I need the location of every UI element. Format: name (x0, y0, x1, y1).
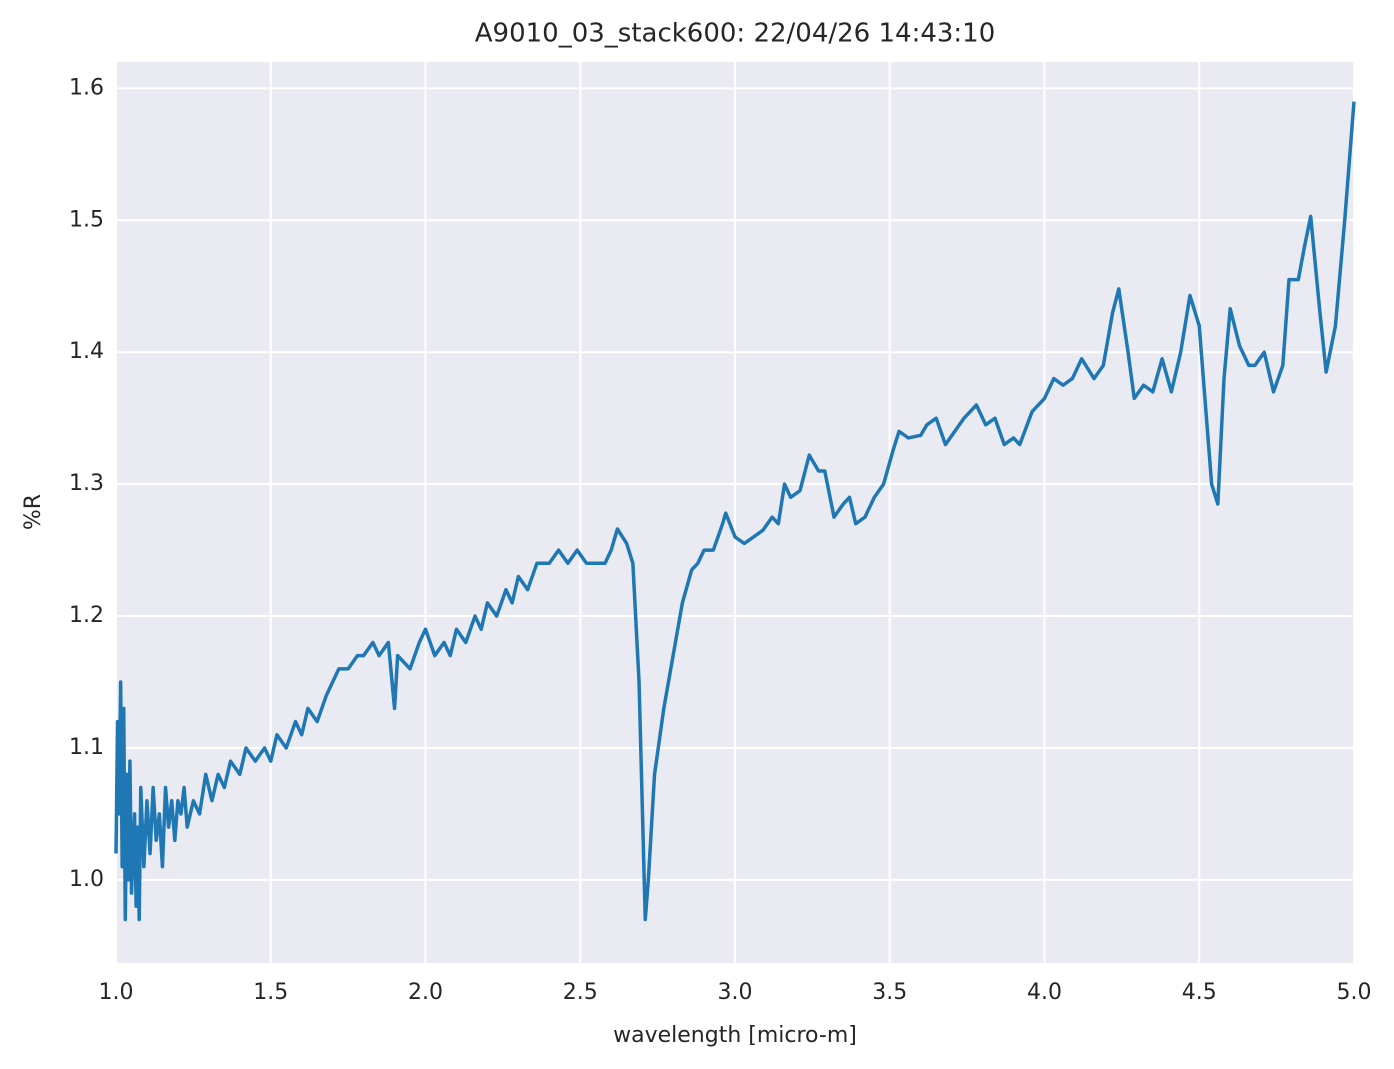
x-tick-label: 4.5 (1182, 980, 1217, 1005)
y-tick-label: 1.6 (69, 75, 104, 100)
y-tick-label: 1.2 (69, 603, 104, 628)
x-tick-label: 3.5 (872, 980, 907, 1005)
x-tick-label: 4.0 (1027, 980, 1062, 1005)
x-axis-label: wavelength [micro-m] (613, 1023, 857, 1048)
y-tick-label: 1.4 (69, 339, 104, 364)
x-tick-label: 3.0 (718, 980, 753, 1005)
x-tick-label: 5.0 (1337, 980, 1372, 1005)
y-tick-label: 1.0 (69, 867, 104, 892)
data-line (114, 101, 1356, 922)
y-tick-label: 1.3 (69, 471, 104, 496)
y-tick-label: 1.1 (69, 735, 104, 760)
x-tick-label: 1.5 (253, 980, 288, 1005)
x-tick-label: 2.5 (563, 980, 598, 1005)
y-tick-label: 1.5 (69, 207, 104, 232)
y-axis-label: %R (21, 494, 46, 530)
x-tick-label: 2.0 (408, 980, 443, 1005)
chart-title: A9010_03_stack600: 22/04/26 14:43:10 (475, 19, 996, 49)
x-tick-label: 1.0 (99, 980, 134, 1005)
grid (115, 62, 1355, 963)
